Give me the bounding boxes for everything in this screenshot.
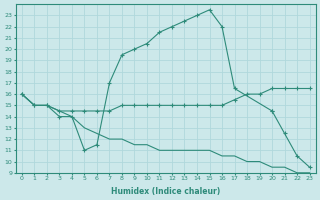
X-axis label: Humidex (Indice chaleur): Humidex (Indice chaleur) [111,187,220,196]
